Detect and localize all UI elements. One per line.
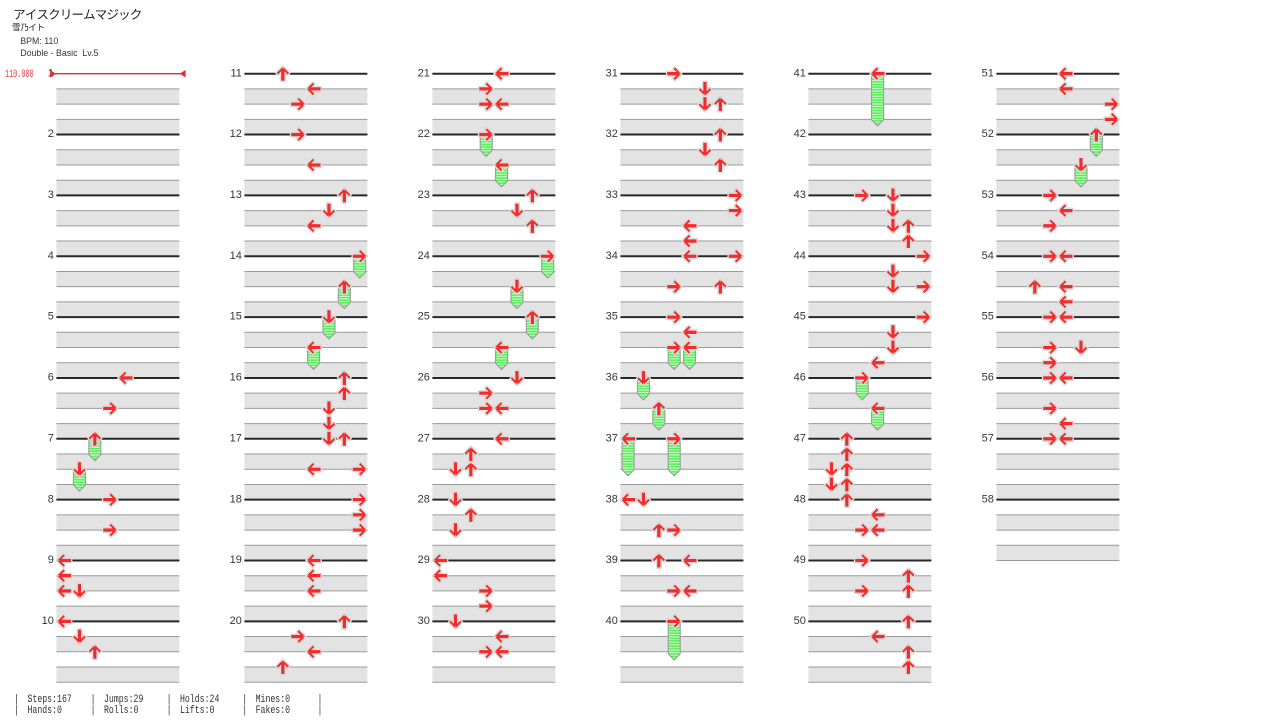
svg-text:|: | xyxy=(242,704,247,716)
svg-text:43: 43 xyxy=(794,189,806,201)
svg-text:Lifts:0: Lifts:0 xyxy=(180,704,215,716)
svg-text:53: 53 xyxy=(982,189,994,201)
svg-text:51: 51 xyxy=(982,67,994,79)
svg-text:|: | xyxy=(167,704,172,716)
svg-text:21: 21 xyxy=(418,67,430,79)
svg-text:|: | xyxy=(167,693,172,705)
svg-text:16: 16 xyxy=(230,372,242,384)
svg-text:Fakes:0: Fakes:0 xyxy=(256,704,291,716)
svg-text:|: | xyxy=(318,704,323,716)
svg-text:29: 29 xyxy=(418,554,430,566)
svg-text:28: 28 xyxy=(418,493,430,505)
svg-text:15: 15 xyxy=(230,311,242,323)
svg-text:8: 8 xyxy=(48,493,54,505)
svg-text:18: 18 xyxy=(230,493,242,505)
svg-text:49: 49 xyxy=(794,554,806,566)
svg-text:|: | xyxy=(91,704,96,716)
svg-text:26: 26 xyxy=(418,372,430,384)
svg-text:39: 39 xyxy=(606,554,618,566)
svg-text:|: | xyxy=(242,693,247,705)
svg-text:|: | xyxy=(14,704,19,716)
svg-text:Holds:24: Holds:24 xyxy=(180,693,220,705)
svg-text:40: 40 xyxy=(606,615,618,627)
svg-text:Double - Basic Lv.5: Double - Basic Lv.5 xyxy=(20,48,98,58)
svg-text:Jumps:29: Jumps:29 xyxy=(104,693,144,705)
svg-text:31: 31 xyxy=(606,67,618,79)
svg-text:24: 24 xyxy=(418,250,430,262)
svg-text:20: 20 xyxy=(230,615,242,627)
svg-text:54: 54 xyxy=(982,250,994,262)
svg-text:110.000: 110.000 xyxy=(5,67,34,80)
svg-text:9: 9 xyxy=(48,554,54,566)
svg-text:Rolls:0: Rolls:0 xyxy=(104,704,139,716)
svg-text:6: 6 xyxy=(48,372,54,384)
svg-text:52: 52 xyxy=(982,128,994,140)
svg-text:33: 33 xyxy=(606,189,618,201)
svg-text:58: 58 xyxy=(982,493,994,505)
svg-text:27: 27 xyxy=(418,432,430,444)
svg-text:14: 14 xyxy=(230,250,242,262)
svg-text:25: 25 xyxy=(418,311,430,323)
svg-text:10: 10 xyxy=(42,615,54,627)
svg-text:47: 47 xyxy=(794,432,806,444)
svg-text:|: | xyxy=(14,693,19,705)
svg-text:56: 56 xyxy=(982,372,994,384)
svg-text:57: 57 xyxy=(982,432,994,444)
svg-text:|: | xyxy=(91,693,96,705)
svg-text:46: 46 xyxy=(794,372,806,384)
svg-text:5: 5 xyxy=(48,311,54,323)
svg-text:30: 30 xyxy=(418,615,430,627)
svg-text:36: 36 xyxy=(606,372,618,384)
svg-text:11: 11 xyxy=(230,67,241,79)
svg-text:3: 3 xyxy=(48,189,54,201)
svg-text:41: 41 xyxy=(794,67,806,79)
svg-text:37: 37 xyxy=(606,432,618,444)
svg-text:17: 17 xyxy=(230,432,242,444)
svg-text:BPM: 110: BPM: 110 xyxy=(20,36,58,46)
svg-text:4: 4 xyxy=(48,250,54,262)
svg-text:12: 12 xyxy=(230,128,242,140)
svg-text:42: 42 xyxy=(794,128,806,140)
svg-text:7: 7 xyxy=(48,432,54,444)
svg-text:32: 32 xyxy=(606,128,618,140)
svg-text:55: 55 xyxy=(982,311,994,323)
svg-text:23: 23 xyxy=(418,189,430,201)
svg-text:19: 19 xyxy=(230,554,242,566)
svg-text:44: 44 xyxy=(794,250,806,262)
svg-text:35: 35 xyxy=(606,311,618,323)
svg-text:34: 34 xyxy=(606,250,618,262)
svg-text:Hands:0: Hands:0 xyxy=(28,704,63,716)
svg-text:|: | xyxy=(318,693,323,705)
svg-text:22: 22 xyxy=(418,128,430,140)
svg-text:13: 13 xyxy=(230,189,242,201)
svg-text:45: 45 xyxy=(794,311,806,323)
svg-text:2: 2 xyxy=(48,128,54,140)
svg-text:Steps:167: Steps:167 xyxy=(28,693,72,705)
svg-text:50: 50 xyxy=(794,615,806,627)
svg-text:48: 48 xyxy=(794,493,806,505)
svg-text:Mines:0: Mines:0 xyxy=(256,693,291,705)
svg-text:38: 38 xyxy=(606,493,618,505)
